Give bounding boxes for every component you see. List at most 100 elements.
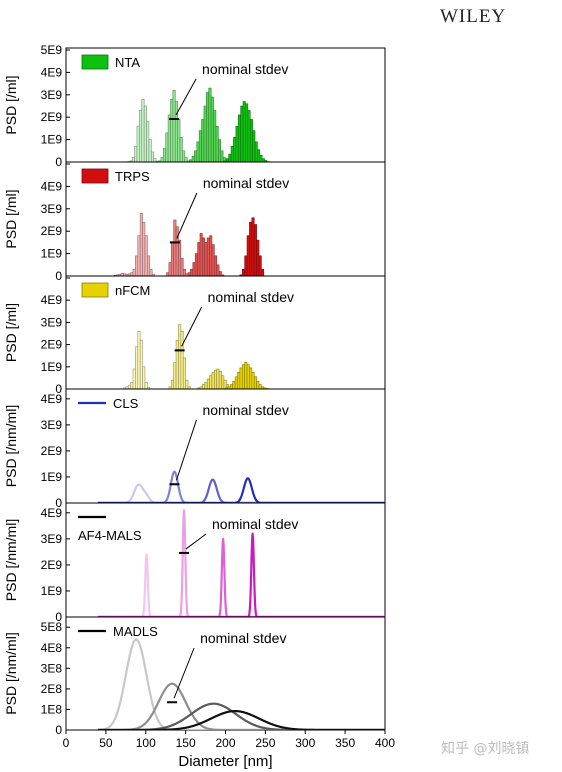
histogram-bar <box>209 235 213 276</box>
annotation-label: nominal stdev <box>208 289 294 305</box>
legend-swatch <box>81 54 109 70</box>
histogram-bar <box>184 157 188 162</box>
histogram-bar <box>194 150 198 162</box>
y-tick-label: 1E9 <box>41 247 63 261</box>
series-3 <box>97 709 385 730</box>
series-1 <box>168 324 191 389</box>
legend-label: MADLS <box>113 624 158 639</box>
y-tick-label: 2E9 <box>41 338 63 352</box>
histogram-bar <box>225 158 229 162</box>
histogram-bar <box>249 119 253 162</box>
y-tick-label: 4E9 <box>41 506 63 520</box>
histogram-bar <box>175 226 179 276</box>
series-0 <box>123 330 151 389</box>
legend-label: TRPS <box>115 169 150 184</box>
histogram-bar <box>252 130 256 162</box>
y-tick-label: 2E9 <box>41 224 63 238</box>
histogram-bar <box>202 237 206 276</box>
histogram-bar <box>132 368 136 389</box>
histogram-bar <box>143 105 147 162</box>
annotation-label: nominal stdev <box>200 630 286 646</box>
series-0 <box>97 483 385 503</box>
histogram-bar <box>149 268 153 276</box>
publisher-logo: WILEY <box>440 6 507 27</box>
histogram-bar <box>244 362 248 389</box>
histogram-bar <box>211 372 215 389</box>
histogram-bar <box>233 137 237 162</box>
histogram-bar <box>220 150 224 162</box>
histogram-bar <box>214 255 218 276</box>
series-0 <box>113 212 155 276</box>
plot-area <box>97 509 385 617</box>
y-tick-label: 3E9 <box>41 202 63 216</box>
distribution-curve <box>97 638 385 730</box>
annotation-leader <box>175 419 197 481</box>
histogram-bar <box>261 268 265 276</box>
y-tick-label: 2E9 <box>41 558 63 572</box>
histogram-bar <box>182 357 186 389</box>
histogram-bar <box>194 253 198 276</box>
series-0 <box>127 98 159 162</box>
histogram-bar <box>131 157 135 162</box>
x-tick-label: 300 <box>295 736 315 750</box>
histogram-bar <box>178 239 182 276</box>
histogram-bar <box>147 255 151 276</box>
legend-label: CLS <box>113 396 139 411</box>
x-tick-label: 350 <box>335 736 355 750</box>
histogram-bar <box>264 160 268 162</box>
histogram-bar <box>185 379 189 389</box>
histogram-bar <box>245 103 249 162</box>
histogram-bar <box>209 375 213 389</box>
series-2 <box>97 537 385 617</box>
x-tick-label: 0 <box>63 736 70 750</box>
histogram-bar <box>174 101 178 162</box>
distribution-curve <box>97 537 385 617</box>
histogram-bar <box>198 130 202 162</box>
histogram-bar <box>199 233 203 276</box>
x-tick-label: 50 <box>99 736 113 750</box>
histogram-bar <box>258 255 262 276</box>
plot-area <box>127 87 270 162</box>
y-tick-label: 1E9 <box>41 470 63 484</box>
histogram-bar <box>190 268 194 276</box>
histogram-bar <box>261 158 265 162</box>
series-0 <box>97 638 385 730</box>
histogram-bar <box>151 273 155 276</box>
y-tick-label: 4E9 <box>41 392 63 406</box>
histogram-bar <box>144 235 148 276</box>
histogram-bar <box>151 151 155 162</box>
legend-swatch <box>81 282 109 298</box>
distribution-curve <box>97 709 385 730</box>
panel-trps <box>65 161 386 277</box>
y-tick-label: 2E9 <box>41 110 63 124</box>
y-axis-label: PSD [/ml] <box>3 75 19 134</box>
y-tick-label: 3E8 <box>41 661 63 675</box>
histogram-bar <box>141 98 145 162</box>
histogram-bar <box>167 114 171 162</box>
histogram-bar <box>203 105 207 162</box>
legend-label: NTA <box>115 55 140 70</box>
histogram-bar <box>130 272 134 276</box>
y-tick-label: 0 <box>55 269 62 283</box>
histogram-bar <box>232 380 236 389</box>
y-tick-label: 3E9 <box>41 418 63 432</box>
series-2 <box>189 87 229 162</box>
histogram-bar <box>235 125 239 162</box>
histogram-bar <box>137 235 141 276</box>
annotation-leader <box>176 192 198 239</box>
histogram-bar <box>180 257 184 276</box>
annotation-label: nominal stdev <box>203 175 289 191</box>
histogram-bar <box>241 364 245 389</box>
histogram-bar <box>237 372 241 389</box>
histogram-bar <box>206 92 210 162</box>
y-tick-label: 0 <box>55 723 62 737</box>
histogram-bar <box>196 141 200 162</box>
histogram-bar <box>208 87 212 162</box>
histogram-bar <box>214 369 218 389</box>
x-tick-label: 200 <box>215 736 235 750</box>
histogram-bar <box>173 362 177 389</box>
histogram-bar <box>132 268 136 276</box>
histogram-bar <box>244 255 248 276</box>
histogram-bar <box>247 110 251 162</box>
y-tick-label: 0 <box>55 155 62 169</box>
